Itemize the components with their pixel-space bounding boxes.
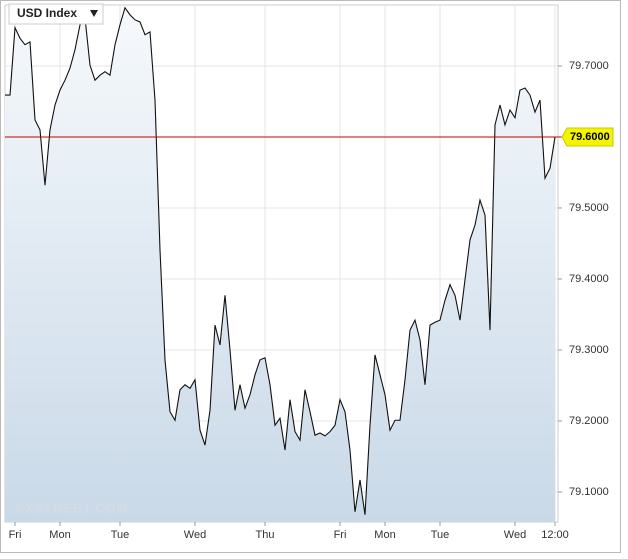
dropdown-arrow[interactable]: [90, 10, 98, 17]
y-tick-label: 79.2000: [569, 415, 609, 427]
line: [5, 6, 556, 515]
x-tick-label: Fri: [9, 529, 22, 541]
current-badge: [561, 127, 614, 147]
x-tick-label: Wed: [504, 529, 526, 541]
watermark: FXSTREET.COM: [16, 500, 128, 515]
x-tick-label: Thu: [256, 529, 275, 541]
area: [5, 7, 555, 522]
y-tick-label: 79.3000: [569, 344, 609, 356]
x-tick-label: Mon: [49, 529, 70, 541]
x-tick-label: Tue: [111, 529, 130, 541]
y-tick-label: 79.5000: [569, 202, 609, 214]
x-tick-label: 12:00: [541, 529, 569, 541]
current-label: 79.6000: [570, 131, 610, 143]
y-tick-label: 79.7000: [569, 60, 609, 72]
x-tick-label: Fri: [334, 529, 347, 541]
chart-title: USD Index: [17, 6, 77, 20]
y-tick-label: 79.4000: [569, 273, 609, 285]
x-tick-label: Wed: [184, 529, 206, 541]
x-tick-label: Tue: [431, 529, 450, 541]
title-box[interactable]: [8, 3, 104, 25]
x-tick-label: Mon: [374, 529, 395, 541]
y-tick-label: 79.1000: [569, 486, 609, 498]
